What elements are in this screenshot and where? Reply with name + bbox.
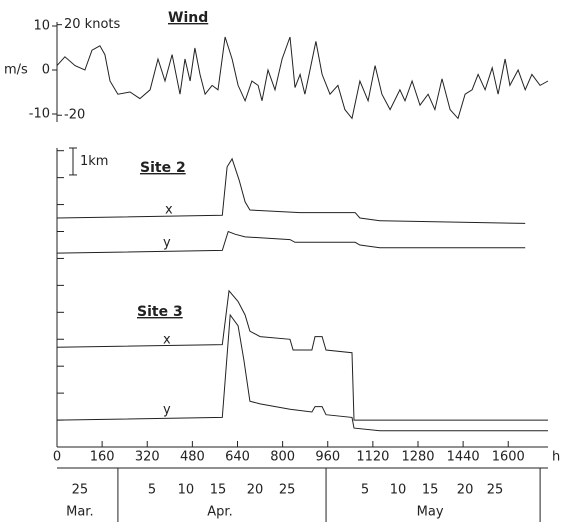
x-tick-label: 480 bbox=[180, 450, 205, 465]
day-label: 25 bbox=[72, 483, 89, 498]
series-line bbox=[56, 289, 548, 421]
day-label: 25 bbox=[487, 483, 504, 498]
x-tick-label: 800 bbox=[270, 450, 295, 465]
day-label: 20 bbox=[247, 483, 264, 498]
day-label: 15 bbox=[422, 483, 439, 498]
panel-title: Site 3 bbox=[137, 304, 183, 320]
wind-y-label: m/s bbox=[4, 63, 28, 78]
day-label: 10 bbox=[178, 483, 195, 498]
x-tick-label: 640 bbox=[225, 450, 250, 465]
series-line bbox=[56, 230, 526, 254]
series-label: y bbox=[163, 236, 171, 251]
x-tick-label: 1600 bbox=[492, 450, 525, 465]
x-tick-label: 320 bbox=[135, 450, 160, 465]
wind-title: Wind bbox=[168, 10, 208, 26]
scale-label: 1km bbox=[80, 154, 108, 169]
month-label: Apr. bbox=[207, 505, 232, 520]
x-tick-label: 1120 bbox=[356, 450, 389, 465]
series-label: x bbox=[163, 333, 171, 348]
series-label: y bbox=[163, 403, 171, 418]
day-label: 15 bbox=[210, 483, 227, 498]
day-label: 25 bbox=[279, 483, 296, 498]
y-tick-label: 0 bbox=[42, 63, 50, 78]
y2-tick-label: -20 bbox=[64, 108, 85, 123]
x-axis-label: h bbox=[552, 450, 560, 465]
day-label: 20 bbox=[457, 483, 474, 498]
series-label: x bbox=[165, 203, 173, 218]
day-label: 10 bbox=[390, 483, 407, 498]
y2-tick-label: 20 knots bbox=[64, 17, 120, 32]
month-label: May bbox=[417, 505, 444, 520]
x-tick-label: 0 bbox=[53, 450, 61, 465]
day-label: 5 bbox=[361, 483, 369, 498]
x-tick-label: 1280 bbox=[401, 450, 434, 465]
series-line bbox=[56, 313, 548, 432]
y-tick-label: 10 bbox=[33, 19, 50, 34]
x-tick-label: 960 bbox=[315, 450, 340, 465]
series-line bbox=[56, 157, 526, 224]
panel-title: Site 2 bbox=[140, 160, 186, 176]
day-label: 5 bbox=[148, 483, 156, 498]
x-tick-label: 160 bbox=[90, 450, 115, 465]
wind-line bbox=[56, 36, 549, 120]
y-tick-label: -10 bbox=[29, 107, 50, 122]
month-label: Mar. bbox=[66, 505, 93, 520]
x-tick-label: 1440 bbox=[447, 450, 480, 465]
